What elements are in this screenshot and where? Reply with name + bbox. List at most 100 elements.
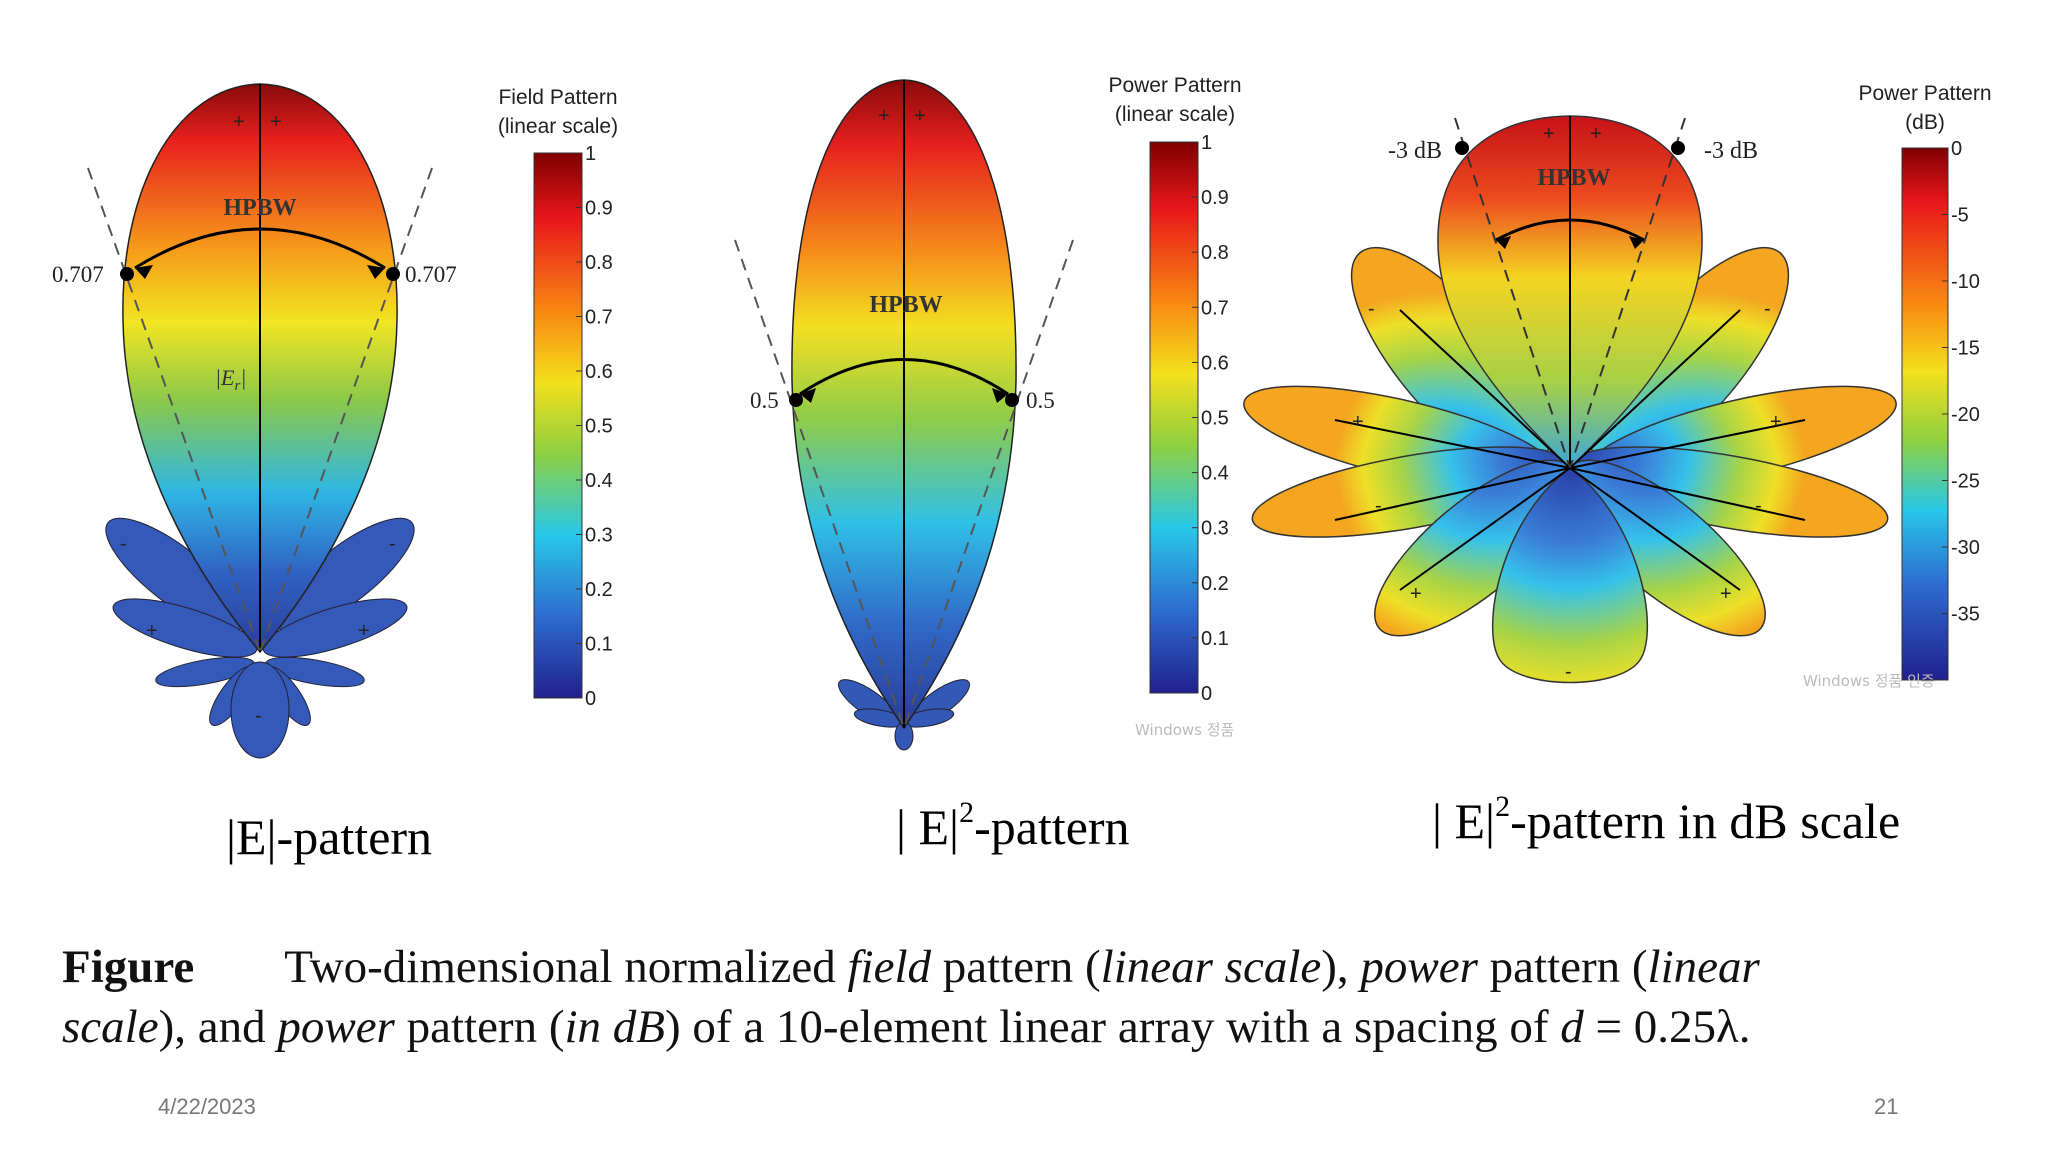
colorbar-tick-label: 0.8 — [1201, 242, 1229, 264]
colorbar-tick-label: 0.8 — [585, 252, 613, 274]
hpbw-label: HPBW — [1537, 165, 1610, 191]
label-power-prefix: | E| — [896, 799, 960, 855]
colorbar-tick-label: 0.1 — [1201, 628, 1229, 650]
colorbar-tick-label: 0.7 — [1201, 297, 1229, 319]
hpbw-line-right — [259, 167, 433, 653]
side-lobes — [838, 679, 970, 751]
label-field-pattern: |E|-pattern — [226, 809, 433, 865]
colorbar-tick-label: -35 — [1951, 604, 1980, 626]
label-power-suffix: -pattern — [974, 799, 1130, 855]
panel-power-pattern-linear: 0.5 0.5 HPBW + + Power Pattern (linear s… — [734, 74, 1242, 751]
colorbar-tick-label: 0.3 — [585, 525, 613, 547]
hpbw-arrowhead-right — [1629, 236, 1644, 249]
colorbar-title-line1: Power Pattern — [1858, 82, 1991, 105]
colorbar-power-linear: Power Pattern (linear scale) 1 0.9 0.8 0.7 0… — [1108, 74, 1241, 705]
side-lobes — [105, 517, 415, 759]
caption-text: ), — [1321, 941, 1361, 993]
colorbar-tick-label: 0.5 — [585, 416, 613, 438]
colorbar-title-line2: (linear scale) — [1115, 103, 1235, 126]
colorbar-tick-label: 0.2 — [1201, 573, 1229, 595]
label-db-prefix: | E| — [1432, 793, 1496, 849]
hpbw-arc — [799, 358, 1009, 396]
pattern-spokes — [1334, 309, 1806, 591]
colorbar-tick-label: -5 — [1951, 205, 1969, 227]
footer-page-number: 21 — [1874, 1094, 1899, 1119]
caption-text: ) of a 10-element linear array with a sp… — [665, 1001, 1561, 1053]
hpbw-arc — [134, 227, 386, 270]
caption-text-italic: power — [277, 1001, 395, 1053]
caption-text: pattern ( — [931, 941, 1101, 993]
lobe-signs: + + — [878, 105, 926, 127]
field-symbol-subscript: r — [235, 378, 241, 394]
panel-field-pattern: 0.707 0.707 HPBW |Er| + + - - + + - Fiel… — [52, 83, 618, 759]
colorbar-tick-label: 0.9 — [585, 198, 613, 220]
figure-diagrams: 0.707 0.707 HPBW |Er| + + - - + + - Fiel… — [52, 74, 1992, 759]
colorbar-title-line1: Field Pattern — [498, 86, 617, 109]
colorbar-tick-label: 0.7 — [585, 307, 613, 329]
colorbar-gradient — [1149, 141, 1199, 694]
caption-text: Two-dimensional normalized — [284, 941, 848, 993]
caption-figure-label: Figure — [62, 941, 195, 993]
colorbar-tick-label: 0.3 — [1201, 518, 1229, 540]
colorbar-tick-label: 0.5 — [1201, 408, 1229, 430]
sign-s1-left: - — [1368, 298, 1375, 320]
colorbar-title-line2: (linear scale) — [498, 115, 618, 138]
colorbar-field: Field Pattern (linear scale) 1 0.9 0.8 0.7 0… — [498, 86, 618, 710]
hpbw-arc — [1495, 218, 1645, 242]
back-lobe — [1491, 467, 1649, 684]
sign-main-right: + — [914, 105, 926, 127]
caption-line-2: scale), and power pattern (in dB) of a 1… — [62, 1000, 2002, 1054]
sign-s3-left: - — [1375, 495, 1382, 517]
label-db-suffix: -pattern in dB scale — [1510, 793, 1901, 849]
caption-text: ), and — [158, 1001, 278, 1053]
panel-power-pattern-db: -3 dB -3 dB HPBW + + - - + + - - + + - P… — [1243, 82, 1992, 690]
level-label-left: -3 dB — [1388, 138, 1442, 164]
sign-side-mid-right: + — [358, 620, 370, 642]
colorbar-gradient — [1901, 147, 1949, 681]
sign-main-right: + — [270, 111, 282, 133]
caption-text: = 0.25λ. — [1583, 1001, 1751, 1053]
colorbar-title-line2: (dB) — [1905, 111, 1945, 134]
caption-text: pattern ( — [394, 1001, 565, 1053]
sign-back-lobe: - — [255, 705, 262, 727]
hpbw-label: HPBW — [869, 292, 942, 318]
hpbw-arrowhead-left — [800, 388, 816, 403]
half-power-point-right — [1671, 141, 1685, 155]
hpbw-label: HPBW — [223, 195, 296, 221]
caption-line-1: Figure Two-dimensional normalized field p… — [62, 940, 2002, 994]
watermark: Windows 정품 — [1135, 721, 1234, 739]
level-label-left: 0.5 — [750, 388, 779, 413]
sign-s1-right: - — [1764, 298, 1771, 320]
hpbw-line-right — [1569, 117, 1686, 469]
colorbar-tick-label: 1 — [1201, 132, 1212, 154]
caption-text-italic: linear — [1647, 941, 1760, 993]
colorbar-tick-label: 0 — [1201, 683, 1212, 705]
level-label-left: 0.707 — [52, 262, 104, 287]
sign-s2-right: + — [1770, 411, 1782, 433]
colorbar-tick-label: 0.4 — [1201, 463, 1229, 485]
colorbar-tick-label: 0.9 — [1201, 187, 1229, 209]
label-db-sup: 2 — [1495, 790, 1511, 823]
colorbar-tick-label: 0.6 — [585, 361, 613, 383]
side-lobe-mid-left — [112, 598, 258, 658]
caption-text: pattern ( — [1477, 941, 1648, 993]
lobe-signs: + + - - + + - — [120, 111, 396, 727]
caption-text-italic: linear scale — [1100, 941, 1322, 993]
sign-side-upper-right: - — [389, 533, 396, 555]
level-label-right: 0.5 — [1026, 388, 1055, 413]
hpbw-arrowhead-left — [1496, 236, 1511, 249]
caption-text-italic: d — [1560, 1001, 1584, 1053]
colorbar-tick-label: 1 — [585, 143, 596, 165]
colorbar-tick-label: 0.4 — [585, 470, 613, 492]
footer-date: 4/22/2023 — [158, 1094, 256, 1119]
caption-text-italic: in dB — [564, 1001, 666, 1053]
sign-s2-left: + — [1352, 411, 1364, 433]
label-power-pattern: | E|2-pattern — [896, 796, 1130, 856]
sign-main-right: + — [1590, 123, 1602, 145]
sign-main-left: + — [1543, 123, 1555, 145]
half-power-point-left — [789, 393, 803, 407]
hpbw-line-left — [1454, 117, 1571, 469]
level-label-right: 0.707 — [405, 262, 457, 287]
colorbar-tick-label: -10 — [1951, 271, 1980, 293]
